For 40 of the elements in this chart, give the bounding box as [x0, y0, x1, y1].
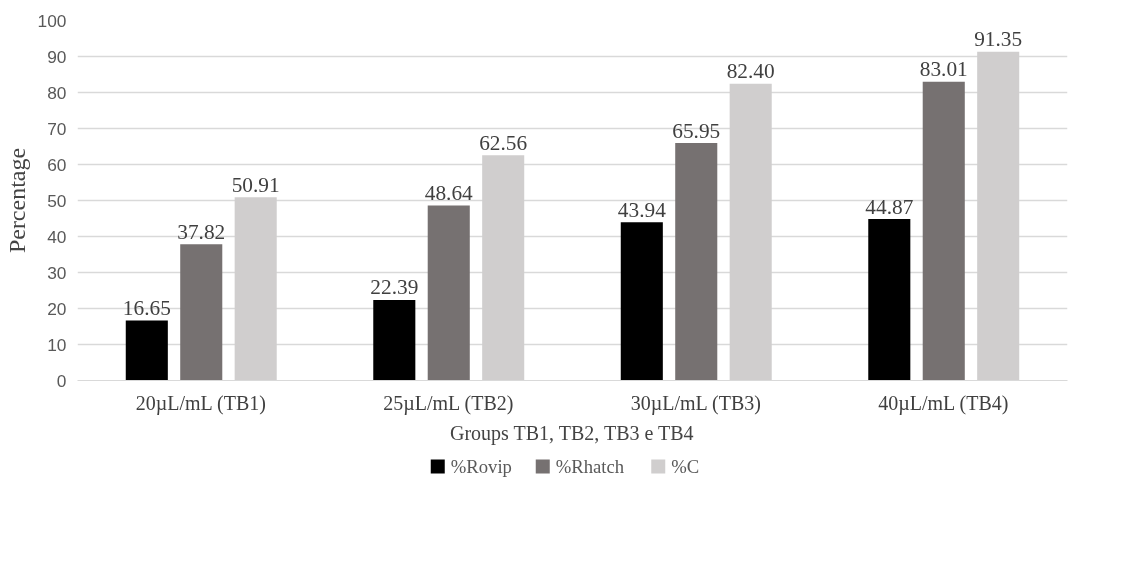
y-axis-title: Percentage [3, 147, 30, 254]
y-tick-label: 80 [47, 82, 67, 103]
legend-label: %Rhatch [555, 456, 625, 477]
y-tick-label: 20 [47, 298, 67, 319]
bar [373, 299, 416, 381]
y-tick-label: 0 [56, 370, 67, 391]
text: 44.87 [865, 194, 914, 219]
y-tick-label: 60 [47, 154, 67, 175]
text: 16.65 [122, 296, 171, 321]
x-tick-label: 20µL/mL (TB1) [135, 391, 266, 415]
y-tick-label: 40 [47, 226, 67, 247]
bar [675, 143, 718, 381]
text: 43.94 [617, 197, 666, 222]
text: 83.01 [919, 57, 968, 82]
bar [180, 244, 223, 381]
bar [868, 218, 911, 381]
x-tick-label: 40µL/mL (TB4) [878, 391, 1009, 415]
text: 91.35 [974, 27, 1023, 52]
legend-label: %C [671, 456, 700, 477]
y-tick-label: 100 [37, 10, 67, 31]
bar [427, 205, 470, 381]
x-tick-label: 25µL/mL (TB2) [383, 391, 514, 415]
text: 48.64 [424, 181, 473, 205]
y-tick-label: 30 [47, 262, 67, 283]
text: 37.82 [177, 219, 226, 244]
y-tick-label: 10 [47, 334, 67, 355]
text: 22.39 [370, 275, 419, 300]
y-tick-label: 50 [47, 190, 67, 211]
text: 82.40 [726, 59, 775, 84]
x-axis-title: Groups TB1, TB2, TB3 e TB4 [450, 421, 694, 445]
text: 62.56 [479, 130, 528, 155]
y-tick-label: 90 [47, 46, 67, 67]
bar [922, 81, 965, 381]
bar [125, 320, 168, 381]
y-tick-label: 70 [47, 118, 67, 139]
x-tick-label: 30µL/mL (TB3) [630, 391, 761, 415]
text: 50.91 [231, 172, 280, 197]
legend-label: %Rovip [450, 456, 512, 477]
text: 65.95 [672, 118, 721, 143]
bar [620, 222, 663, 381]
